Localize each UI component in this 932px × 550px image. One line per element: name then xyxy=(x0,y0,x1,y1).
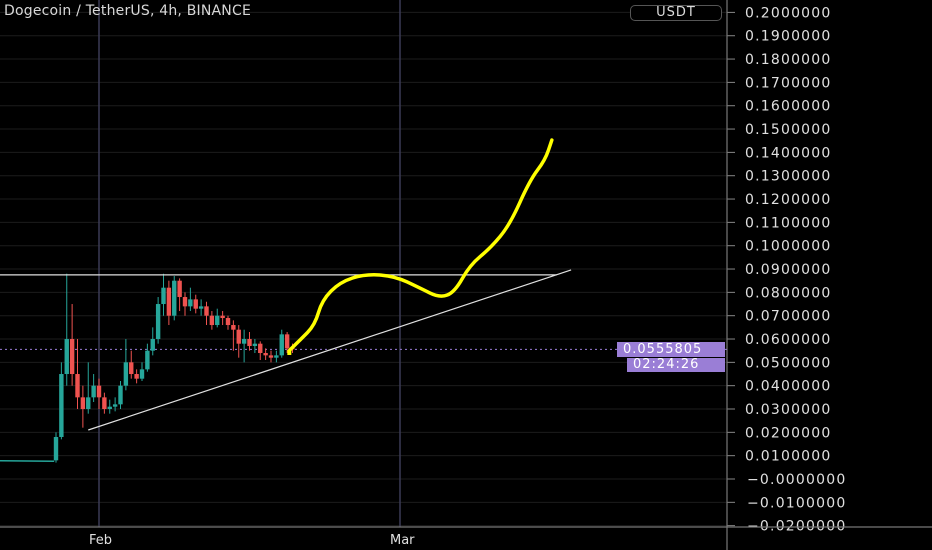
candle-body xyxy=(59,374,64,438)
candle-body xyxy=(220,315,225,319)
y-tick-label: 0.1400000 xyxy=(745,145,832,161)
candle-body xyxy=(268,355,274,358)
candle-body xyxy=(209,315,215,326)
candle-body xyxy=(139,369,145,379)
y-tick-label: 0.0900000 xyxy=(745,262,832,278)
candle-body xyxy=(236,329,241,344)
candle-body xyxy=(134,374,139,379)
candle-body xyxy=(279,334,284,356)
y-tick-label: 0.1300000 xyxy=(745,169,832,185)
y-tick-label: 0.0500000 xyxy=(745,355,832,371)
y-tick-label: 0.1100000 xyxy=(745,215,832,231)
candle-body xyxy=(96,385,102,398)
candle-body xyxy=(155,304,161,340)
candle-body xyxy=(193,299,198,309)
candle-body xyxy=(247,339,252,347)
candle-body xyxy=(161,287,166,305)
y-tick-label: 0.1500000 xyxy=(745,122,832,138)
candle-body xyxy=(69,339,75,375)
candle-body xyxy=(145,350,150,370)
candle-body xyxy=(204,306,209,316)
candle-body xyxy=(166,287,172,316)
candle-body xyxy=(129,362,134,375)
candle-body xyxy=(231,325,236,330)
y-tick-label: 0.0100000 xyxy=(745,449,832,465)
candle-body xyxy=(241,339,247,344)
y-tick-label: 0.1000000 xyxy=(745,239,832,255)
candle-body xyxy=(274,355,279,358)
candle-body xyxy=(118,385,123,405)
candle-body xyxy=(172,280,177,316)
last-price-label: 0.0555805 xyxy=(617,342,725,357)
candle-body xyxy=(75,374,80,398)
candle-body xyxy=(263,353,268,356)
candle-body xyxy=(102,397,107,410)
candle-body xyxy=(177,280,182,298)
y-tick-label: 0.1600000 xyxy=(745,99,832,115)
support-trend-line xyxy=(88,269,572,431)
candle-body xyxy=(123,362,129,386)
y-tick-label: 0.0600000 xyxy=(745,332,832,348)
candle-body xyxy=(80,397,86,410)
y-tick-label: 0.0300000 xyxy=(745,402,832,418)
candle-body xyxy=(215,315,220,326)
y-tick-label: 0.1900000 xyxy=(745,29,832,45)
y-tick-label: 0.1200000 xyxy=(745,192,832,208)
drawing-marker xyxy=(287,349,292,355)
candle-body xyxy=(64,339,69,375)
candle-body xyxy=(53,437,59,461)
freehand-projection-drawing xyxy=(288,138,554,352)
candle-body xyxy=(86,397,91,410)
candle-body xyxy=(284,334,290,349)
x-tick-label: Mar xyxy=(390,533,415,548)
chart-title: Dogecoin / TetherUS, 4h, BINANCE xyxy=(4,3,251,19)
currency-unit-button[interactable]: USDT xyxy=(630,5,722,21)
y-tick-label: −0.0100000 xyxy=(747,495,846,511)
candle-body xyxy=(107,406,112,410)
candle-body xyxy=(112,404,118,407)
y-tick-label: 0.0700000 xyxy=(745,309,832,325)
y-tick-label: 0.2000000 xyxy=(745,5,832,21)
x-tick-label: Feb xyxy=(89,533,112,548)
y-tick-label: −0.0000000 xyxy=(747,472,846,488)
candle-body xyxy=(182,297,188,307)
candle-countdown-label: 02:24:26 xyxy=(627,358,725,372)
y-tick-label: 0.1700000 xyxy=(745,75,832,91)
candle-body xyxy=(150,339,155,351)
y-tick-label: 0.0800000 xyxy=(745,285,832,301)
candle-body xyxy=(252,343,258,347)
candle-body xyxy=(91,385,96,398)
candle-body xyxy=(188,299,193,307)
candle-body xyxy=(198,306,204,309)
y-tick-label: 0.0200000 xyxy=(745,425,832,441)
candle-body xyxy=(258,343,263,354)
y-tick-label: 0.0400000 xyxy=(745,379,832,395)
y-tick-label: 0.1800000 xyxy=(745,52,832,68)
candle-body xyxy=(225,318,231,326)
